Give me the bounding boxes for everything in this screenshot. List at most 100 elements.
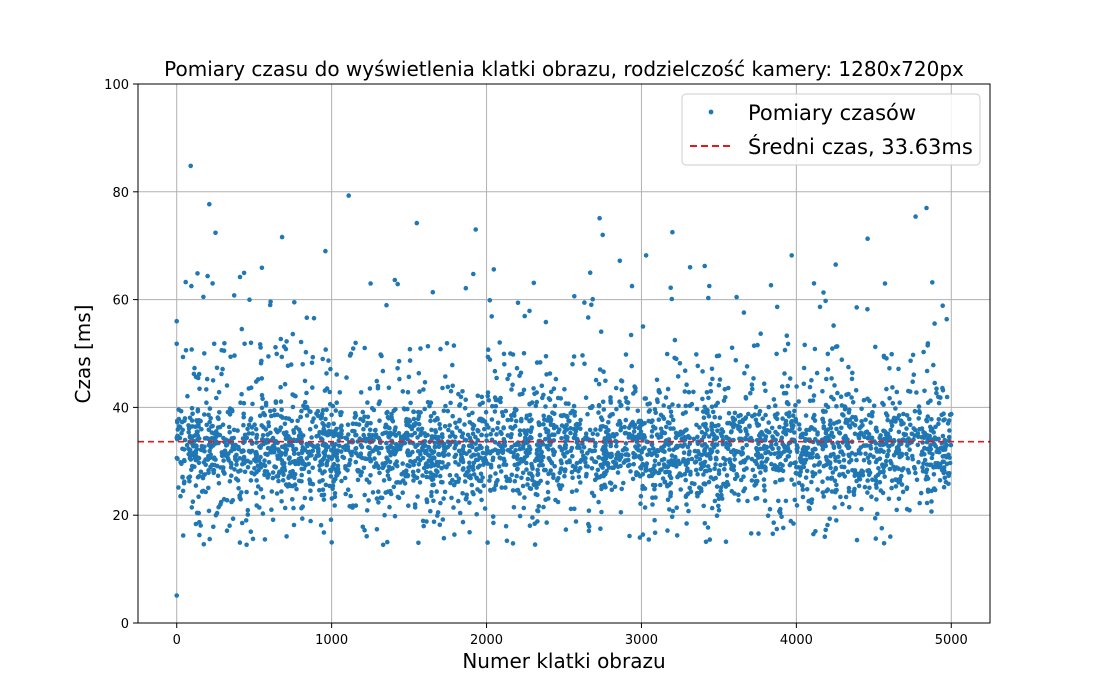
data-point-3527	[355, 477, 361, 483]
data-point-2650	[382, 430, 387, 436]
data-point-894	[207, 419, 212, 425]
data-point-3	[324, 371, 329, 376]
data-point-3606	[346, 193, 352, 198]
data-point-2619	[800, 494, 806, 500]
data-point-1685	[248, 340, 254, 346]
data-point-3598	[403, 433, 408, 439]
data-point-2214	[683, 494, 689, 500]
data-point-2362	[766, 404, 771, 410]
data-point-2038	[387, 425, 392, 431]
data-point-3346	[479, 394, 485, 400]
data-point-2211	[595, 467, 601, 473]
data-point-1584	[667, 447, 672, 452]
data-point-2675	[930, 452, 935, 457]
data-point-616	[322, 388, 328, 393]
data-point-2853	[939, 467, 945, 473]
data-point-929	[467, 460, 472, 466]
data-point-3138	[454, 473, 459, 478]
data-point-1406	[329, 540, 335, 545]
data-point-2333	[359, 455, 365, 461]
data-point-3504	[179, 419, 185, 425]
data-point-3009	[936, 417, 942, 422]
data-point-2586	[394, 463, 400, 469]
data-point-3008	[358, 451, 364, 457]
data-point-3573	[536, 463, 542, 468]
data-point-1142	[327, 389, 333, 395]
data-point-2238	[661, 416, 667, 422]
data-point-2028	[386, 464, 392, 470]
data-point-2004	[339, 478, 344, 484]
data-point-2000	[645, 402, 650, 407]
data-point-1911	[904, 486, 910, 492]
data-point-3094	[191, 450, 197, 456]
data-point-1901	[216, 481, 222, 486]
data-point-1306	[389, 411, 394, 417]
data-point-2797	[802, 342, 807, 348]
data-point-1838	[490, 427, 496, 433]
data-point-2132	[531, 386, 536, 391]
data-point-2782	[603, 456, 609, 461]
data-point-204	[801, 365, 807, 371]
data-point-2263	[781, 430, 786, 435]
data-point-1765	[829, 430, 835, 436]
data-point-1233	[558, 396, 564, 401]
data-point-2196	[451, 505, 456, 510]
data-point-3610	[600, 232, 605, 238]
data-point-2817	[732, 457, 737, 462]
data-point-526	[713, 462, 718, 467]
data-point-1171	[227, 430, 232, 435]
data-point-3130	[281, 430, 287, 436]
data-point-1350	[320, 356, 326, 362]
data-point-1186	[578, 417, 583, 423]
data-point-2411	[924, 368, 930, 374]
data-point-1820	[775, 450, 781, 456]
data-point-2592	[435, 510, 441, 515]
data-point-2417	[779, 435, 785, 441]
data-point-1283	[704, 390, 710, 395]
data-point-3179	[627, 533, 632, 539]
data-point-1702	[310, 481, 316, 487]
data-point-3391	[290, 331, 296, 337]
data-point-2938	[489, 314, 495, 319]
data-point-831	[453, 420, 458, 426]
data-point-1666	[225, 409, 231, 415]
data-point-2232	[900, 437, 906, 442]
data-point-775	[601, 369, 606, 375]
data-point-1108	[540, 463, 545, 468]
data-point-854	[422, 406, 428, 412]
data-point-1020	[371, 407, 377, 413]
data-point-2516	[469, 454, 474, 459]
data-point-2878	[669, 514, 675, 519]
data-point-1491	[245, 512, 251, 517]
data-point-2741	[687, 441, 693, 447]
data-point-666	[376, 489, 381, 495]
data-point-2814	[729, 345, 735, 351]
data-point-1937	[320, 421, 325, 426]
data-point-3592	[921, 429, 926, 435]
data-point-895	[716, 507, 722, 513]
data-point-3558	[733, 358, 739, 363]
data-point-2837	[210, 281, 215, 286]
data-point-1	[695, 434, 700, 440]
data-point-2213	[308, 496, 314, 502]
data-point-1570	[521, 351, 527, 356]
data-point-3444	[206, 470, 211, 476]
data-point-2855	[230, 498, 236, 503]
data-point-3183	[388, 430, 393, 436]
data-point-1281	[285, 363, 291, 369]
data-point-719	[279, 354, 285, 360]
data-point-785	[367, 445, 372, 451]
data-point-1511	[643, 465, 649, 471]
data-point-1999	[793, 460, 798, 465]
data-point-383	[292, 300, 297, 305]
data-point-1954	[517, 373, 522, 379]
data-point-1762	[443, 403, 448, 409]
data-point-1499	[274, 491, 280, 496]
data-point-2188	[204, 376, 210, 382]
data-point-2469	[911, 464, 917, 470]
data-point-334	[785, 383, 791, 389]
data-point-905	[803, 431, 809, 437]
data-point-1413	[716, 496, 722, 502]
data-point-3121	[189, 347, 194, 352]
